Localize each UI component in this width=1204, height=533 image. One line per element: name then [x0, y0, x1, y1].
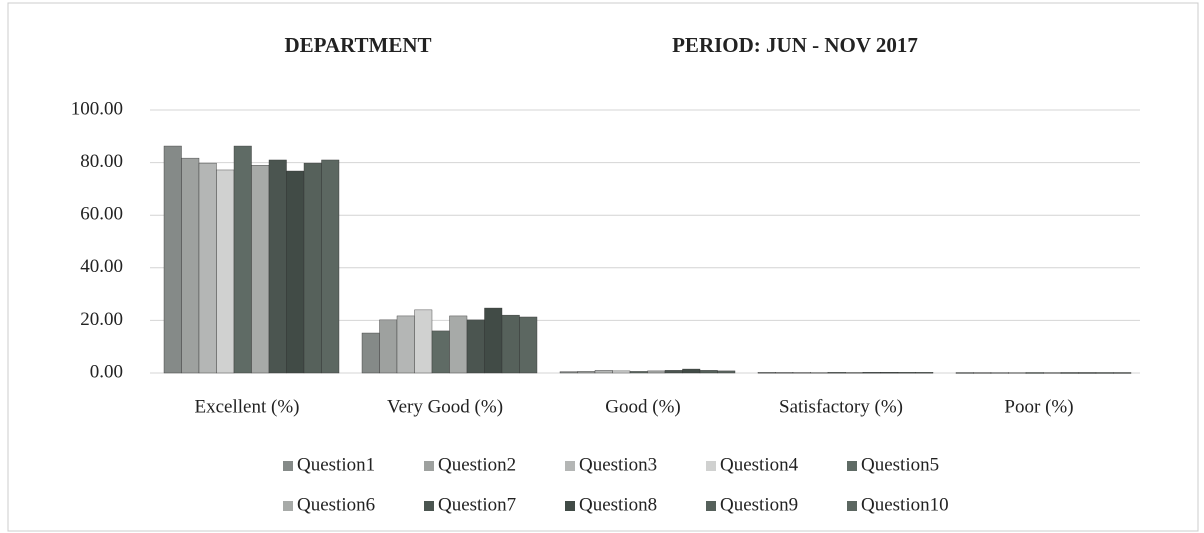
bar — [647, 370, 666, 374]
legend-swatch — [706, 461, 716, 471]
bar — [775, 372, 794, 374]
bar — [361, 332, 380, 374]
bar — [862, 372, 881, 374]
bar — [1060, 372, 1079, 374]
chart-subtitle: PERIOD: JUN - NOV 2017 — [672, 33, 918, 57]
bar — [664, 370, 683, 374]
bar — [379, 319, 398, 374]
bar — [1113, 372, 1132, 374]
bar — [519, 316, 538, 374]
bar — [1025, 372, 1044, 374]
bar — [897, 372, 916, 374]
bar — [251, 165, 270, 374]
bar — [414, 309, 433, 374]
bar — [973, 372, 992, 374]
legend-swatch — [424, 461, 434, 471]
bar — [757, 372, 776, 374]
legend-label: Question6 — [297, 494, 375, 515]
bar — [216, 169, 235, 374]
bar — [559, 371, 578, 374]
bar — [268, 159, 287, 374]
x-tick-label: Satisfactory (%) — [779, 396, 903, 417]
bar — [396, 315, 415, 374]
bar — [1078, 372, 1097, 374]
legend-swatch — [283, 501, 293, 511]
x-tick-label: Good (%) — [605, 396, 680, 417]
bar — [449, 315, 468, 374]
chart-title: DEPARTMENT — [284, 33, 431, 57]
bar — [699, 370, 718, 374]
bar — [484, 307, 503, 374]
legend-label: Question3 — [579, 454, 657, 475]
bar — [845, 372, 864, 374]
bar — [577, 371, 596, 374]
bar — [955, 372, 974, 374]
y-tick-label: 100.00 — [71, 98, 123, 119]
legend-label: Question1 — [297, 454, 375, 475]
bar — [163, 145, 182, 374]
legend-swatch — [847, 461, 857, 471]
x-tick-label: Excellent (%) — [195, 396, 300, 417]
legend-swatch — [706, 501, 716, 511]
bar — [612, 370, 631, 374]
bar — [1043, 372, 1062, 374]
legend-label: Question9 — [720, 494, 798, 515]
bar — [682, 368, 701, 374]
bar — [594, 370, 613, 374]
legend-swatch — [424, 501, 434, 511]
bar — [810, 372, 829, 374]
bar — [198, 162, 217, 374]
bar — [321, 159, 340, 374]
bar — [501, 314, 520, 374]
legend-label: Question10 — [861, 494, 949, 515]
bar — [990, 372, 1009, 374]
legend-swatch — [565, 501, 575, 511]
y-tick-label: 40.00 — [80, 256, 123, 277]
bar — [629, 371, 648, 374]
legend-swatch — [565, 461, 575, 471]
bar — [181, 157, 200, 374]
bar — [466, 319, 485, 374]
bar — [286, 170, 305, 374]
bar — [915, 372, 934, 374]
legend-swatch — [283, 461, 293, 471]
legend-label: Question5 — [861, 454, 939, 475]
legend-label: Question7 — [438, 494, 516, 515]
bar — [792, 372, 811, 374]
x-tick-label: Very Good (%) — [387, 396, 503, 417]
bar — [431, 330, 450, 374]
y-tick-label: 0.00 — [90, 361, 123, 382]
bar — [1008, 372, 1027, 374]
y-tick-label: 80.00 — [80, 151, 123, 172]
legend-swatch — [847, 501, 857, 511]
x-tick-label: Poor (%) — [1004, 396, 1073, 417]
y-tick-label: 20.00 — [80, 309, 123, 330]
bar — [233, 145, 252, 374]
bar — [1095, 372, 1114, 374]
legend-label: Question2 — [438, 454, 516, 475]
y-tick-label: 60.00 — [80, 204, 123, 225]
legend-label: Question8 — [579, 494, 657, 515]
bar — [880, 372, 899, 374]
legend-label: Question4 — [720, 454, 799, 475]
bar — [827, 372, 846, 374]
bar — [303, 162, 322, 374]
bar — [717, 370, 736, 374]
